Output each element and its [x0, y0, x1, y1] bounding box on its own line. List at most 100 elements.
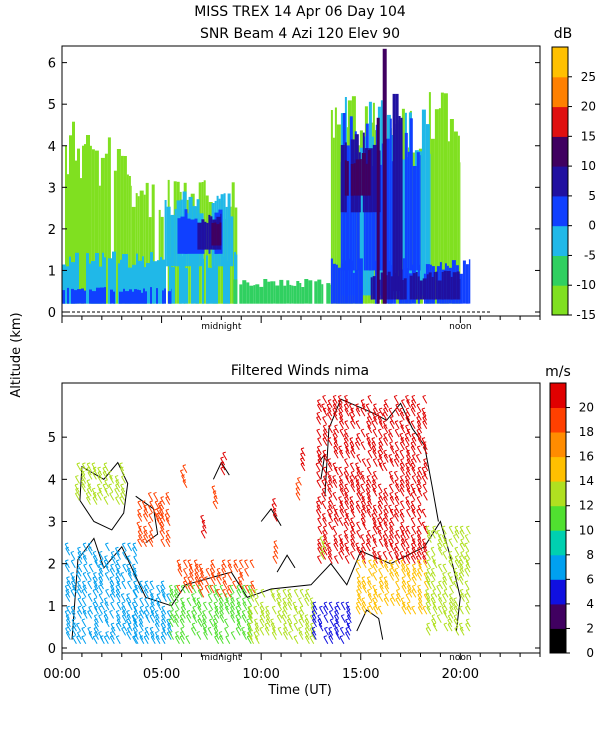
snr-cell	[202, 258, 204, 304]
wind-barb-flag	[379, 407, 383, 410]
wind-barb-flag	[378, 483, 382, 486]
wind-barb	[322, 451, 328, 459]
wind-barb	[344, 484, 350, 493]
wind-barb	[339, 429, 345, 438]
wind-barb	[92, 493, 98, 501]
wind-barb	[287, 594, 293, 602]
wind-barb	[406, 607, 412, 615]
snr-cell	[86, 253, 89, 304]
wind-barb	[416, 573, 422, 581]
wind-barb	[404, 539, 410, 548]
wind-barb	[430, 598, 436, 607]
wind-barb	[139, 598, 145, 607]
wind-barb	[338, 404, 344, 413]
wind-barb	[212, 501, 218, 510]
wind-barb-flag	[97, 491, 101, 494]
colorbar-frame	[551, 46, 569, 316]
wind-barb-flag	[399, 407, 404, 410]
wind-barb-flag	[432, 588, 436, 591]
wind-barb	[332, 408, 338, 417]
wind-barb	[199, 569, 205, 577]
wind-barb	[180, 607, 186, 615]
wind-barb-flag	[399, 449, 404, 452]
wind-barb	[109, 569, 115, 577]
wind-barb	[410, 535, 416, 543]
wind-barb-flag	[88, 593, 92, 596]
wind-barb	[332, 400, 338, 408]
wind-barb	[298, 611, 304, 619]
snr-cell	[370, 277, 373, 300]
wind-barb	[328, 480, 334, 489]
winds-marker-noon: noon	[449, 653, 471, 663]
wind-barb	[247, 598, 252, 607]
wind-barb-flag	[139, 580, 143, 583]
snr-cell	[390, 276, 394, 300]
wind-barb	[254, 628, 260, 636]
winds-y-tick-label: 4	[48, 473, 56, 488]
wind-barb-flag	[406, 546, 410, 549]
snr-cell	[415, 272, 418, 300]
snr-cell	[144, 267, 146, 304]
wind-barb-flag	[361, 576, 366, 579]
wind-barb-flag	[453, 614, 458, 617]
wind-barb	[399, 442, 405, 451]
wind-barb-flag	[356, 521, 360, 524]
snr-cell	[453, 131, 458, 304]
wind-barb	[378, 594, 383, 602]
wind-barb	[410, 421, 416, 429]
wind-barb	[356, 488, 362, 497]
colorbar-tick-label: 14	[579, 474, 594, 488]
wind-barb	[401, 531, 406, 539]
wind-barb	[120, 484, 126, 493]
wind-barb	[241, 628, 246, 636]
wind-barb-flag	[83, 563, 87, 566]
snr-cell	[90, 145, 92, 304]
wind-barb	[160, 497, 166, 505]
wind-barb-flag	[225, 635, 229, 638]
wind-barb	[372, 488, 378, 497]
wind-barb	[423, 463, 429, 472]
wind-barb	[357, 594, 363, 602]
wind-barb	[186, 611, 192, 619]
wind-barb-flag	[80, 466, 84, 469]
wind-barb	[194, 569, 200, 577]
snr-cell	[208, 267, 212, 304]
wind-barb-flag	[460, 550, 464, 553]
wind-barb	[138, 619, 144, 628]
wind-barb	[411, 564, 417, 573]
wind-barb	[98, 585, 103, 594]
wind-barb	[87, 581, 93, 590]
wind-barb	[356, 531, 362, 539]
wind-barb-flag	[366, 458, 370, 461]
wind-barb-flag	[389, 491, 393, 494]
wind-barb-flag	[453, 580, 457, 583]
wind-barb	[339, 417, 345, 425]
wind-barb	[465, 590, 471, 598]
snr-cell	[129, 289, 132, 304]
wind-barb-flag	[121, 593, 125, 596]
wind-barb	[105, 632, 111, 640]
wind-barb	[338, 476, 344, 484]
snr-cell	[139, 190, 144, 304]
snr-cell	[113, 170, 117, 304]
snr-cell	[409, 275, 413, 300]
wind-barb-flag	[102, 483, 107, 486]
wind-barb	[394, 497, 400, 505]
wind-barb-flag	[422, 475, 426, 478]
wind-barb	[216, 577, 222, 585]
wind-barb-flag	[242, 610, 246, 612]
wind-barb	[399, 501, 405, 510]
snr-cell	[430, 138, 435, 304]
wind-barb	[406, 488, 412, 497]
wind-barb	[368, 569, 373, 577]
wind-barb	[366, 438, 372, 446]
wind-barb	[393, 472, 399, 480]
wind-barb	[327, 501, 333, 510]
wind-barb	[332, 476, 338, 484]
snr-cell	[293, 285, 297, 304]
wind-barb	[236, 585, 242, 594]
wind-barb	[143, 611, 149, 619]
wind-barb	[383, 497, 388, 505]
snr-cell	[92, 291, 96, 304]
